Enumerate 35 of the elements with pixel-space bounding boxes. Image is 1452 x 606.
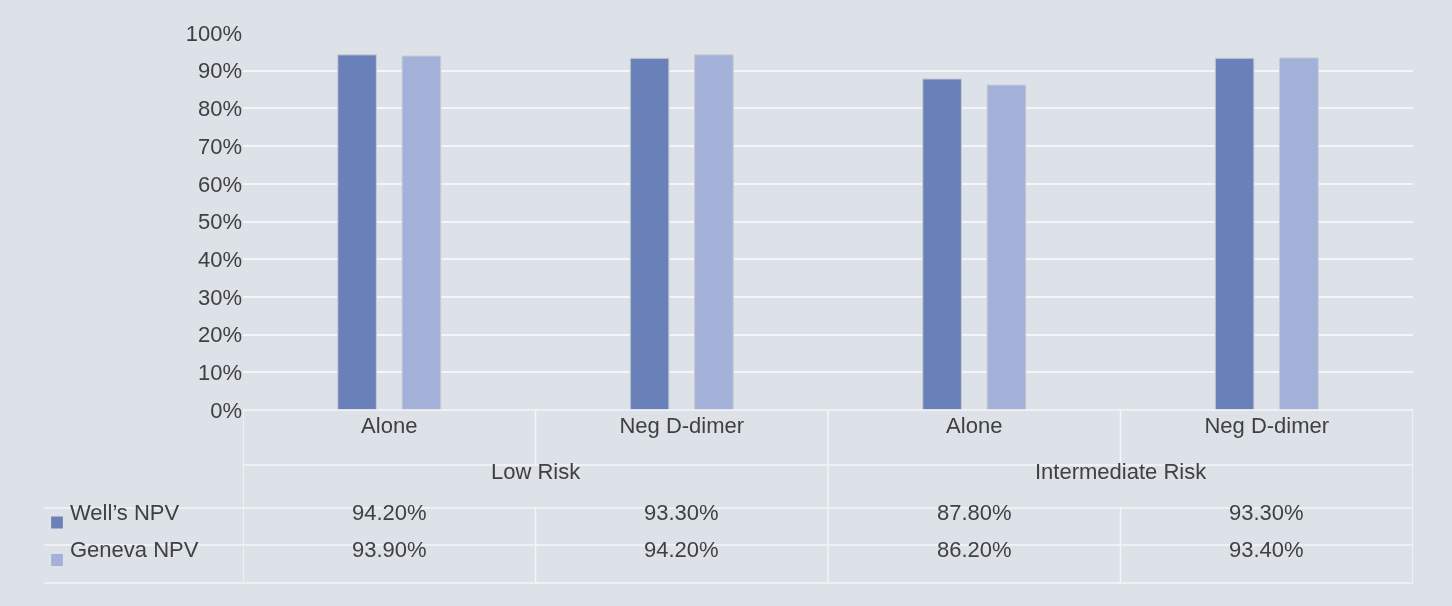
text: Low Risk	[491, 459, 582, 484]
y-tick-label: 0%	[210, 397, 242, 423]
y-tick-label: 60%	[197, 171, 242, 197]
bar	[986, 84, 1027, 410]
data-label: 93.30%	[1229, 500, 1304, 525]
legend-label: Well’s NPV	[70, 500, 180, 525]
x-tick-label: Neg D-dimer	[1204, 413, 1330, 438]
y-tick-label: 20%	[197, 322, 242, 348]
y-tick-label: 10%	[197, 360, 242, 385]
y-tick-label: 30%	[197, 284, 242, 310]
text: Intermediate Risk	[1035, 459, 1208, 484]
data-label: 93.40%	[1229, 537, 1304, 562]
y-tick-label: 90%	[197, 58, 242, 84]
data-label: 93.90%	[352, 537, 427, 562]
data-label: 93.30%	[644, 500, 719, 525]
bar	[1279, 57, 1319, 410]
bar	[694, 54, 734, 410]
legend-label: Geneva NPV	[70, 537, 199, 562]
data-label: 94.20%	[352, 500, 427, 525]
data-label: 94.20%	[644, 537, 719, 562]
data-label: 87.80%	[937, 500, 1012, 525]
bar	[401, 55, 442, 410]
bar	[629, 57, 670, 410]
y-tick-label: 50%	[197, 209, 242, 235]
bar	[337, 54, 377, 410]
y-tick-label: 100%	[185, 20, 242, 46]
bar	[922, 78, 962, 410]
x-tick-label: Alone	[946, 413, 1003, 438]
x-tick-label: Alone	[361, 413, 418, 438]
x-tick-label: Neg D-dimer	[619, 413, 745, 438]
y-tick-label: 80%	[197, 96, 242, 122]
data-label: 86.20%	[937, 537, 1012, 562]
y-tick-label: 70%	[197, 133, 242, 159]
bar	[1214, 57, 1255, 410]
y-tick-label: 40%	[197, 246, 242, 272]
